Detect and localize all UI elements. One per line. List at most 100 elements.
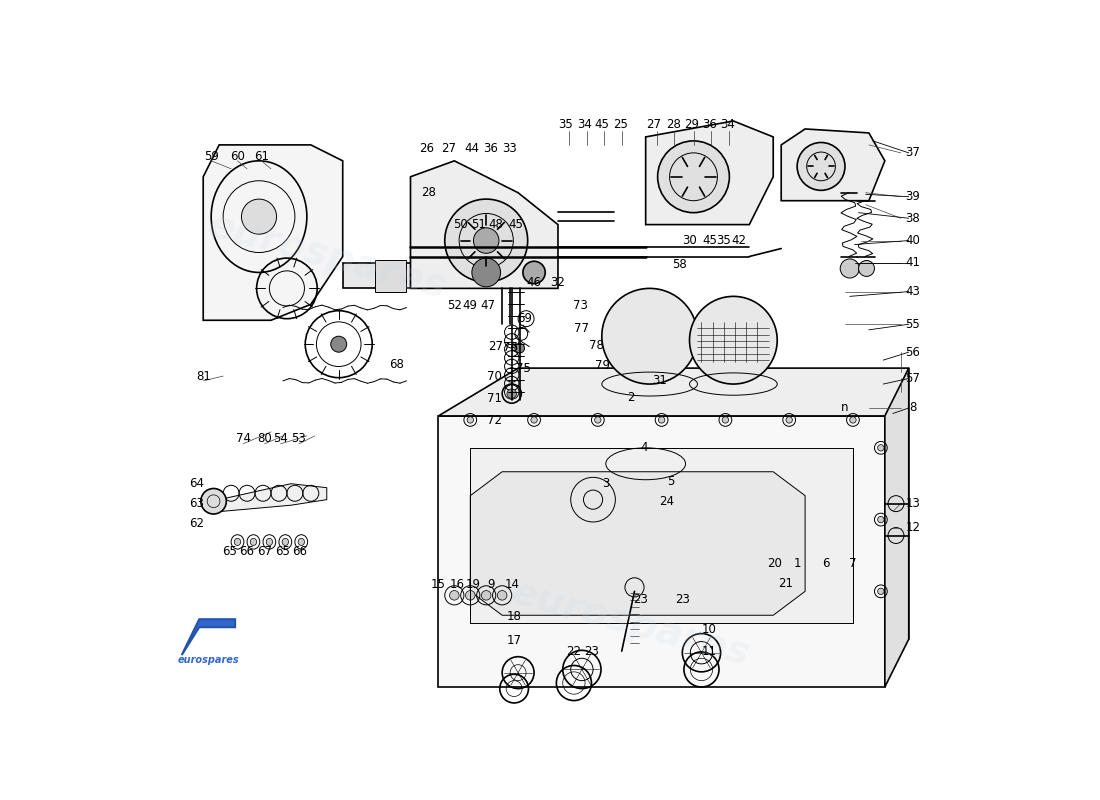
Text: eurospares: eurospares (178, 655, 240, 665)
Text: 42: 42 (732, 234, 747, 247)
Circle shape (723, 417, 728, 423)
Text: 36: 36 (484, 142, 498, 155)
Text: 27: 27 (441, 142, 456, 155)
Text: 48: 48 (488, 218, 503, 231)
Circle shape (798, 142, 845, 190)
Text: 14: 14 (504, 578, 519, 591)
Text: 79: 79 (595, 359, 610, 372)
Text: 33: 33 (502, 142, 517, 155)
Text: 81: 81 (196, 370, 210, 382)
Polygon shape (204, 145, 343, 320)
Text: 66: 66 (293, 545, 307, 558)
Polygon shape (439, 368, 909, 655)
Text: 35: 35 (559, 118, 573, 131)
Bar (375, 260, 407, 291)
Circle shape (242, 199, 276, 234)
Text: 28: 28 (667, 118, 681, 131)
Text: 55: 55 (905, 318, 920, 330)
Text: 73: 73 (573, 299, 587, 313)
Text: 62: 62 (189, 517, 205, 530)
Text: 9: 9 (487, 578, 495, 591)
Circle shape (444, 199, 528, 282)
Text: eurospares: eurospares (204, 206, 450, 306)
Polygon shape (471, 472, 805, 615)
Circle shape (522, 262, 546, 284)
Bar (343, 263, 439, 288)
Text: 32: 32 (550, 275, 564, 289)
Circle shape (507, 389, 517, 398)
Ellipse shape (298, 538, 305, 546)
Text: 31: 31 (652, 374, 668, 386)
Ellipse shape (250, 538, 256, 546)
Text: 51: 51 (471, 218, 486, 231)
Text: 45: 45 (702, 234, 717, 247)
Polygon shape (219, 484, 327, 512)
Text: 12: 12 (905, 521, 921, 534)
Text: 15: 15 (431, 578, 446, 591)
Text: 26: 26 (419, 142, 433, 155)
Text: 11: 11 (702, 646, 717, 658)
Text: 36: 36 (702, 118, 717, 131)
Text: 65: 65 (275, 545, 289, 558)
Text: eurospares: eurospares (506, 573, 754, 674)
Text: 70: 70 (487, 370, 502, 382)
Text: 20: 20 (768, 557, 782, 570)
Circle shape (201, 489, 227, 514)
Circle shape (497, 590, 507, 600)
Text: 61: 61 (254, 150, 268, 163)
Circle shape (450, 590, 459, 600)
Text: 54: 54 (273, 432, 288, 445)
Text: 10: 10 (702, 623, 717, 636)
Circle shape (602, 288, 697, 384)
Text: 25: 25 (613, 118, 628, 131)
Text: 41: 41 (905, 256, 921, 270)
Text: 27: 27 (646, 118, 661, 131)
Circle shape (595, 417, 601, 423)
Polygon shape (439, 416, 884, 687)
Polygon shape (410, 161, 558, 288)
Text: 67: 67 (257, 545, 272, 558)
Text: 27: 27 (488, 340, 504, 353)
Circle shape (786, 417, 792, 423)
Circle shape (473, 228, 499, 254)
Text: 45: 45 (594, 118, 609, 131)
Text: 76: 76 (503, 341, 518, 354)
Text: 46: 46 (527, 275, 541, 289)
Ellipse shape (282, 538, 288, 546)
Text: 6: 6 (822, 557, 829, 570)
Text: 60: 60 (230, 150, 245, 163)
Text: 71: 71 (486, 392, 502, 405)
Text: 63: 63 (189, 497, 205, 510)
Text: 80: 80 (257, 432, 272, 445)
Circle shape (472, 258, 500, 286)
Circle shape (659, 417, 664, 423)
Text: 65: 65 (222, 545, 236, 558)
Circle shape (658, 141, 729, 213)
Polygon shape (884, 368, 909, 687)
Circle shape (690, 296, 778, 384)
Text: 24: 24 (659, 494, 674, 508)
Text: 57: 57 (905, 372, 921, 385)
Text: 52: 52 (447, 299, 462, 313)
Text: 66: 66 (240, 545, 254, 558)
Circle shape (465, 590, 475, 600)
Text: 44: 44 (464, 142, 480, 155)
Text: 4: 4 (640, 442, 648, 454)
Text: 38: 38 (905, 212, 920, 225)
Ellipse shape (266, 538, 273, 546)
Polygon shape (182, 619, 235, 655)
Circle shape (482, 590, 491, 600)
Polygon shape (781, 129, 884, 201)
Circle shape (331, 336, 346, 352)
Text: 17: 17 (507, 634, 521, 647)
Text: 23: 23 (584, 645, 598, 658)
Text: 58: 58 (672, 258, 688, 271)
Circle shape (878, 445, 884, 451)
Text: 49: 49 (463, 299, 477, 313)
Text: 37: 37 (905, 146, 921, 159)
Circle shape (878, 588, 884, 594)
Text: 53: 53 (292, 432, 306, 445)
Text: 35: 35 (716, 234, 732, 247)
Text: 23: 23 (634, 593, 648, 606)
Text: 21: 21 (778, 577, 793, 590)
